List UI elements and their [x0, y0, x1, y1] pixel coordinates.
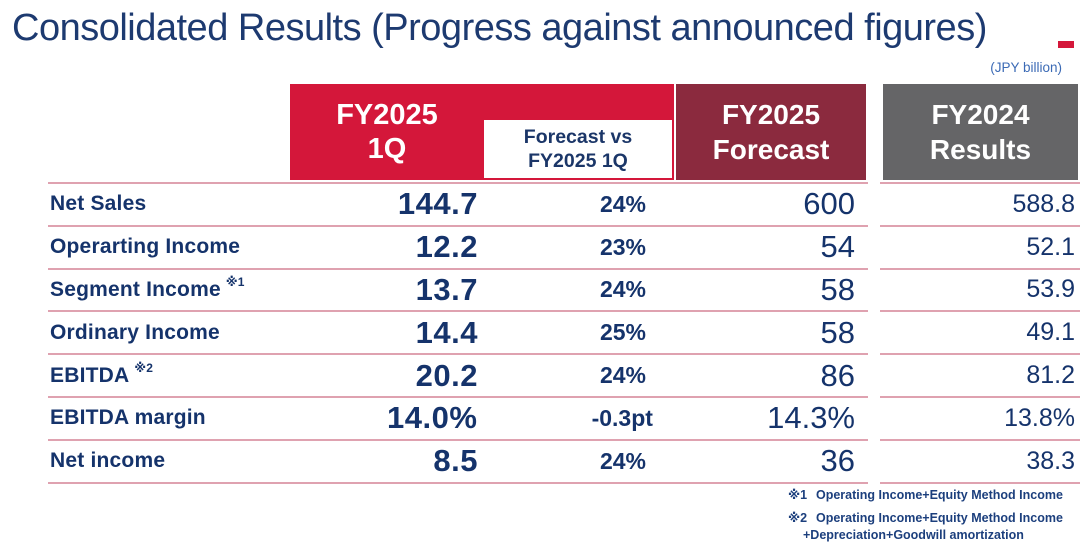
footnotes: ※1 Operating Income+Equity Method Income ※… — [788, 487, 1063, 550]
column-header-fy2025-forecast: FY2025 Forecast — [676, 84, 866, 180]
table-row-fy2024-segment-income: 53.9 — [880, 270, 1080, 313]
row-label-text: Operarting Income — [50, 235, 241, 259]
fy2024-results-value: 53.9 — [1026, 275, 1075, 304]
row-label-text: EBITDA — [50, 364, 130, 388]
unit-label: (JPY billion) — [990, 60, 1062, 75]
row-label: EBITDA ※2 — [48, 361, 293, 388]
page-title: Consolidated Results (Progress against a… — [12, 7, 987, 49]
fy2025-forecast-value: 58 — [820, 314, 855, 350]
row-label-text: Ordinary Income — [50, 320, 220, 344]
fy2024-results-value: 13.8% — [1004, 403, 1075, 432]
row-label-text: Net income — [50, 449, 166, 473]
results-table-main: Net Sales 144.7 24% 600 Operarting Income 12.… — [48, 182, 868, 484]
footnote-ref-marker: ※1 — [225, 275, 245, 290]
row-label-text: EBITDA margin — [50, 406, 206, 430]
fy2024-results-value: 81.2 — [1026, 361, 1075, 390]
column-header-fy2025-1q: FY2025 1Q Forecast vs FY2025 1Q — [290, 84, 674, 180]
fy2025-forecast-value: 36 — [820, 443, 855, 479]
fy2024-results-value: 588.8 — [1012, 189, 1075, 218]
forecast-vs-1q-value: 25% — [599, 319, 647, 346]
table-row-operarting-income: Operarting Income 12.2 23% 54 — [48, 227, 868, 270]
table-row-net-income: Net income 8.5 24% 36 — [48, 441, 868, 484]
forecast-vs-1q-value: 24% — [599, 447, 647, 474]
header-line: FY2025 — [721, 99, 821, 130]
footnote-ref-marker: ※2 — [134, 361, 154, 376]
fy2025-1q-value: 14.4 — [415, 314, 478, 350]
forecast-vs-1q-value: 24% — [599, 276, 647, 303]
results-table-fy2024: 588.8 52.1 53.9 49.1 81.2 13.8% 38.3 — [880, 182, 1080, 484]
header-line: FY2025 1Q — [528, 150, 628, 172]
footnote-item: ※2 Operating Income+Equity Method Income +… — [788, 510, 1063, 543]
row-label: Net income — [48, 449, 293, 473]
fy2025-forecast-value: 14.3% — [767, 400, 855, 436]
fy2024-results-value: 49.1 — [1026, 318, 1075, 347]
table-row-fy2024-net-income: 38.3 — [880, 441, 1080, 484]
fy2025-1q-value: 14.0% — [387, 400, 478, 436]
table-row-fy2024-operarting-income: 52.1 — [880, 227, 1080, 270]
header-line: FY2025 — [336, 98, 438, 131]
header-line: FY2024 — [931, 99, 1030, 130]
fy2025-forecast-value: 58 — [820, 271, 855, 307]
column-header-forecast-vs: Forecast vs FY2025 1Q — [484, 120, 672, 178]
footnote-item: ※1 Operating Income+Equity Method Income — [788, 487, 1063, 503]
fy2025-1q-value: 8.5 — [433, 443, 478, 479]
row-label-text: Segment Income — [50, 278, 221, 302]
fy2025-forecast-value: 54 — [820, 229, 855, 265]
fy2025-1q-value: 12.2 — [415, 229, 478, 265]
fy2024-results-value: 52.1 — [1026, 232, 1075, 261]
fy2025-1q-header-text: FY2025 1Q — [290, 84, 484, 180]
row-label: Ordinary Income — [48, 321, 293, 345]
footnote-text-line: Operating Income+Equity Method Income — [816, 511, 1063, 526]
table-row-fy2024-net-sales: 588.8 — [880, 184, 1080, 227]
header-line: Results — [929, 134, 1032, 165]
forecast-vs-1q-value: 23% — [599, 233, 647, 260]
table-row-ebitda-margin: EBITDA margin 14.0% -0.3pt 14.3% — [48, 398, 868, 441]
footnote-marker: ※2 — [788, 511, 808, 526]
row-label: Net Sales — [48, 192, 293, 216]
footnote-text-line: Operating Income+Equity Method Income — [816, 488, 1063, 502]
table-row-fy2024-ebitda-margin: 13.8% — [880, 398, 1080, 441]
header-line: Forecast vs — [523, 125, 633, 148]
fy2025-forecast-value: 600 — [803, 186, 855, 222]
forecast-vs-1q-value: 24% — [599, 190, 647, 217]
table-row-ordinary-income: Ordinary Income 14.4 25% 58 — [48, 312, 868, 356]
row-label: Segment Income ※1 — [48, 275, 293, 302]
forecast-vs-1q-value: -0.3pt — [591, 404, 653, 431]
fy2025-1q-value: 144.7 — [397, 186, 478, 222]
header-line: Forecast — [712, 134, 830, 165]
red-dash-decoration — [1058, 41, 1074, 48]
fy2025-1q-value: 13.7 — [415, 271, 478, 307]
fy2024-results-value: 38.3 — [1026, 446, 1075, 475]
table-row-fy2024-ebitda: 81.2 — [880, 355, 1080, 398]
footnote-text: Operating Income+Equity Method Income +De… — [803, 510, 1063, 543]
column-header-fy2024-results: FY2024 Results — [883, 84, 1078, 180]
table-row-ebitda: EBITDA ※2 20.2 24% 86 — [48, 355, 868, 398]
row-label: EBITDA margin — [48, 406, 293, 430]
fy2025-forecast-value: 86 — [820, 357, 855, 393]
row-label-text: Net Sales — [50, 192, 147, 216]
table-row-net-sales: Net Sales 144.7 24% 600 — [48, 184, 868, 227]
table-row-fy2024-ordinary-income: 49.1 — [880, 312, 1080, 356]
table-row-segment-income: Segment Income ※1 13.7 24% 58 — [48, 270, 868, 313]
row-label: Operarting Income — [48, 235, 293, 259]
footnote-marker: ※1 — [788, 488, 808, 502]
header-line: 1Q — [367, 133, 407, 165]
footnote-text: Operating Income+Equity Method Income — [816, 487, 1063, 503]
forecast-vs-1q-value: 24% — [599, 362, 647, 389]
fy2025-1q-value: 20.2 — [415, 357, 478, 393]
footnote-text-line: +Depreciation+Goodwill amortization — [803, 527, 1024, 542]
